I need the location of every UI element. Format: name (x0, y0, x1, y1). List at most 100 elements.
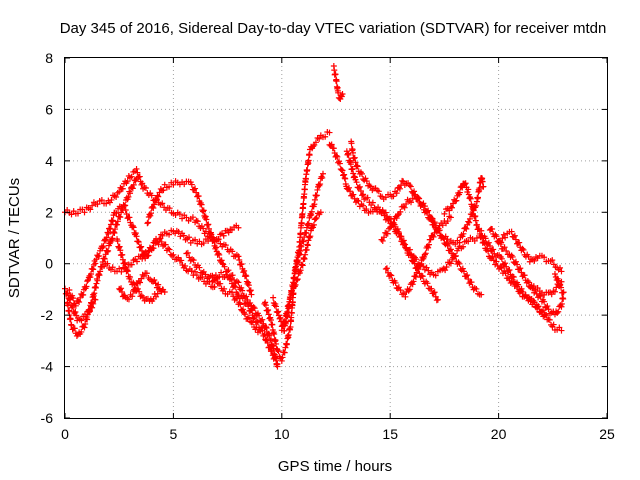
data-point (89, 299, 96, 306)
data-point (317, 181, 324, 188)
x-tick-label: 25 (599, 426, 615, 442)
data-point (200, 225, 207, 232)
data-point (514, 261, 521, 268)
data-point (75, 298, 82, 305)
data-point (461, 181, 468, 188)
data-point (541, 254, 548, 261)
data-point (214, 280, 221, 287)
series-track-5 (101, 222, 242, 275)
data-point (400, 290, 407, 297)
data-point (91, 290, 98, 297)
data-point (263, 325, 270, 331)
data-point (139, 180, 146, 187)
data-point (415, 266, 422, 273)
data-point (305, 237, 312, 244)
data-point (267, 343, 274, 350)
data-point (336, 160, 343, 167)
data-point (109, 217, 116, 224)
data-point (94, 277, 101, 284)
data-point (531, 289, 538, 296)
data-point (270, 294, 277, 301)
data-point (118, 268, 125, 275)
data-point (262, 302, 269, 309)
data-point (200, 208, 207, 215)
data-point (158, 238, 165, 245)
data-point (165, 245, 172, 252)
x-tick-label: 20 (491, 426, 507, 442)
data-point (521, 293, 528, 300)
data-point (266, 315, 273, 322)
data-point (108, 196, 115, 203)
data-point (225, 267, 232, 274)
data-point (90, 266, 97, 273)
data-point (130, 181, 137, 188)
data-point (515, 281, 522, 288)
data-point (155, 281, 162, 288)
data-point (558, 268, 565, 275)
data-point (129, 293, 136, 300)
data-point (271, 354, 278, 361)
data-point (299, 237, 306, 244)
data-point (333, 152, 340, 159)
data-point (434, 296, 441, 303)
data-point (228, 289, 235, 296)
data-point (551, 271, 558, 277)
data-point (107, 221, 114, 228)
data-point (131, 281, 138, 288)
data-point (235, 224, 242, 231)
data-point (140, 294, 147, 301)
data-point (452, 252, 459, 259)
data-point (240, 306, 247, 313)
data-point (410, 278, 417, 285)
y-tick-label: -6 (41, 410, 54, 426)
data-point (249, 319, 256, 326)
data-point (509, 273, 516, 280)
data-point (392, 279, 399, 286)
data-point (503, 247, 510, 254)
data-point (121, 259, 128, 266)
data-point (176, 211, 183, 218)
data-point (204, 222, 211, 229)
data-point (359, 170, 366, 177)
data-point (465, 186, 472, 193)
data-point (159, 200, 166, 207)
data-point (127, 190, 134, 197)
data-point (498, 255, 505, 262)
data-point (347, 188, 354, 195)
series-track-18 (343, 148, 480, 279)
data-point (262, 299, 269, 306)
data-point (241, 267, 248, 274)
data-point (237, 301, 244, 308)
data-point (456, 189, 463, 196)
data-point (379, 237, 386, 244)
data-point (154, 290, 161, 297)
data-point (314, 186, 321, 193)
data-point (99, 258, 106, 265)
data-point (275, 348, 282, 355)
data-point (186, 234, 193, 241)
data-point (393, 215, 400, 222)
data-point (558, 278, 565, 285)
data-point (357, 188, 364, 195)
data-point (257, 328, 264, 335)
data-point (552, 274, 559, 281)
data-point (453, 197, 460, 204)
data-point (430, 289, 437, 296)
data-point (285, 331, 292, 338)
data-point (448, 204, 455, 211)
data-point (411, 260, 418, 267)
data-point (203, 216, 210, 223)
data-point (482, 235, 489, 242)
data-point (193, 272, 200, 279)
data-point (304, 167, 311, 174)
data-point (136, 173, 143, 180)
data-point (268, 347, 275, 354)
data-point (238, 284, 245, 291)
series-track-14 (278, 209, 324, 334)
data-point (236, 256, 243, 263)
data-point (479, 178, 486, 185)
data-point (190, 257, 197, 264)
data-point (248, 291, 255, 298)
data-point (467, 195, 474, 202)
data-point (205, 225, 212, 232)
